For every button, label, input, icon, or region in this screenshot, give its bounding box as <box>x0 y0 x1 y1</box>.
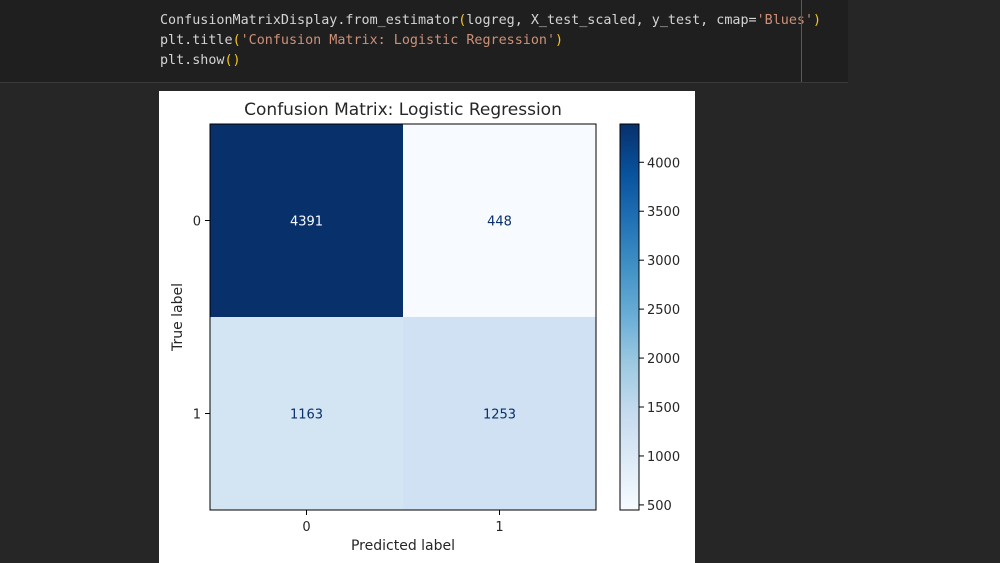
code-paren-close: ) <box>555 33 564 48</box>
code-paren-close: ) <box>813 13 822 28</box>
cell-value-label: 448 <box>487 215 512 230</box>
colorbar <box>619 123 640 511</box>
code-string-cmap: 'Blues' <box>756 13 814 28</box>
colorbar-tick-label: 500 <box>647 499 672 514</box>
code-function-call: plt.show <box>160 53 225 68</box>
code-paren-open: ( <box>458 13 467 28</box>
code-line-1: ConfusionMatrixDisplay.from_estimator(lo… <box>160 11 821 31</box>
code-function-call: plt.title <box>160 33 233 48</box>
cell-value-label: 4391 <box>290 215 323 230</box>
heatmap-cell <box>210 317 403 510</box>
code-cell[interactable]: ConfusionMatrixDisplay.from_estimator(lo… <box>0 0 848 83</box>
code-paren-open: ( <box>232 33 241 48</box>
colorbar-tick-label: 4000 <box>647 156 680 171</box>
chart-title: Confusion Matrix: Logistic Regression <box>244 100 562 120</box>
heatmap-cell <box>210 124 403 317</box>
y-tick-label: 1 <box>193 408 201 423</box>
colorbar-tick-label: 3000 <box>647 254 680 269</box>
text-cursor <box>801 0 802 82</box>
code-line-3: plt.show() <box>160 51 241 71</box>
x-tick-label: 0 <box>302 520 310 535</box>
colorbar-tick-label: 3500 <box>647 205 680 220</box>
code-function-call: ConfusionMatrixDisplay.from_estimator <box>160 13 459 28</box>
colorbar-tick-label: 1500 <box>647 401 680 416</box>
code-string-title: 'Confusion Matrix: Logistic Regression' <box>240 33 556 48</box>
colorbar-tick-label: 2000 <box>647 352 680 367</box>
code-parens: () <box>224 53 241 68</box>
x-axis-label: Predicted label <box>351 538 455 554</box>
cell-value-label: 1163 <box>290 408 323 423</box>
confusion-matrix-chart: Confusion Matrix: Logistic Regression 439… <box>170 100 680 554</box>
heatmap-frame <box>209 123 597 511</box>
heatmap-cell <box>403 317 596 510</box>
heatmap-cell <box>403 124 596 317</box>
cell-value-label: 1253 <box>483 408 516 423</box>
code-arguments: logreg, X_test_scaled, y_test, cmap= <box>466 13 757 28</box>
x-tick-label: 1 <box>495 520 503 535</box>
cell-output: Confusion Matrix: Logistic Regression 439… <box>159 91 695 563</box>
code-line-2: plt.title('Confusion Matrix: Logistic Re… <box>160 31 563 51</box>
colorbar-tick-label: 1000 <box>647 450 680 465</box>
colorbar-tick-label: 2500 <box>647 303 680 318</box>
y-axis-label: True label <box>170 283 186 352</box>
y-tick-label: 0 <box>193 215 201 230</box>
